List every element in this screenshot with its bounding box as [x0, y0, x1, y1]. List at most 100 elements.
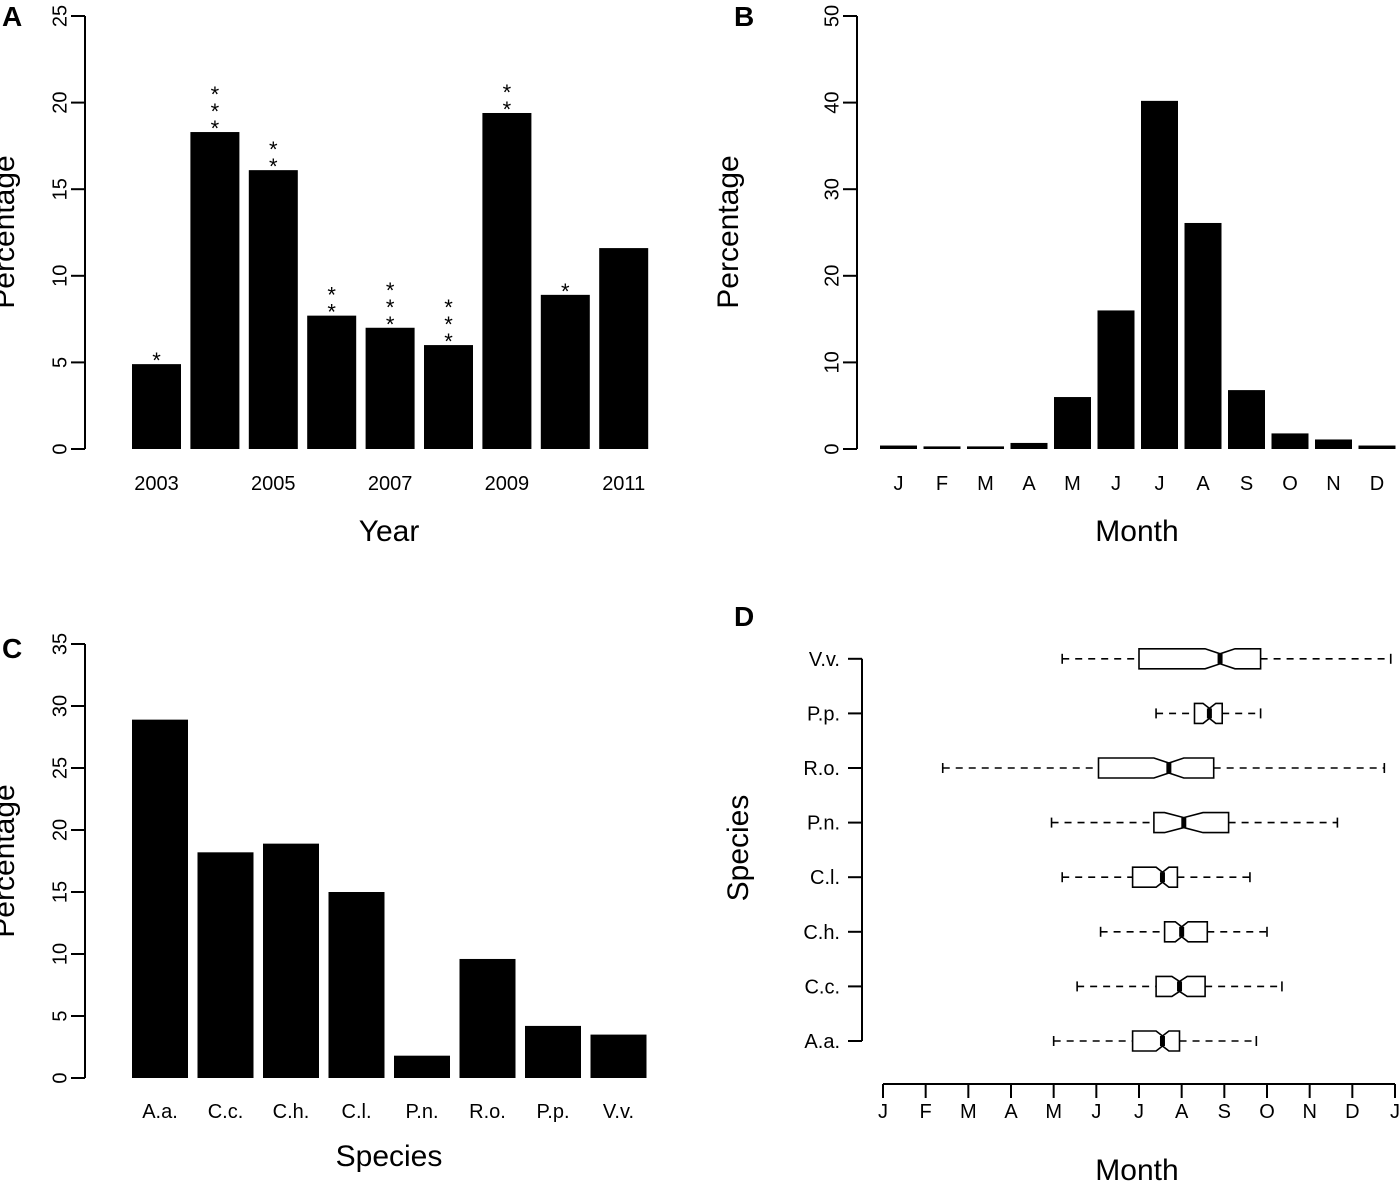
panel-a-y-tick-label: 5 — [49, 357, 71, 368]
panel-b-x-tick-label: J — [894, 473, 904, 495]
panel-b-x-axis-title: Month — [1095, 515, 1178, 548]
panel-a-significance-star: * — [444, 295, 453, 320]
panel-b-x-tick-label: M — [1064, 473, 1081, 495]
panel-d-x-tick-label: A — [1004, 1101, 1018, 1123]
panel-a-significance-star: * — [503, 80, 512, 105]
panel-b-y-tick-label: 20 — [821, 265, 843, 287]
panel-d-box-C.h. — [1163, 920, 1209, 943]
panel-a-significance-star: * — [444, 312, 453, 337]
panel-b-y-tick-label: 50 — [821, 5, 843, 27]
panel-b-month-bar-chart: 0 10 20 30 40 50 J F M A M J J A S O N D Month Percentage — [712, 5, 1396, 548]
panel-a-bar-2008 — [424, 345, 473, 449]
panel-d-x-tick-label: J — [1134, 1101, 1144, 1123]
panel-a-y-axis-title: Percentage — [0, 155, 21, 308]
panel-b-bar-A — [1010, 442, 1048, 449]
panel-b-bar-A — [1184, 222, 1222, 449]
panel-d-species-label: V.v. — [809, 649, 840, 671]
panel-a-significance-star: * — [386, 295, 395, 320]
panel-c-bar-C.h. — [263, 843, 319, 1078]
panel-d-x-axis-title: Month — [1095, 1154, 1178, 1187]
panel-c-x-axis-title: Species — [336, 1140, 443, 1173]
panel-b-bar-J — [1097, 310, 1135, 449]
panel-d-species-label: C.l. — [810, 867, 840, 889]
panel-d-box-V.v. — [1138, 647, 1262, 670]
panel-letter-d: D — [734, 601, 754, 632]
panel-b-x-tick-label: A — [1022, 473, 1036, 495]
panel-letter-a: A — [2, 1, 22, 32]
panel-d-box-C.l. — [1131, 866, 1179, 889]
panel-a-bar-2005 — [248, 170, 298, 449]
panel-c-bar-C.l. — [328, 892, 385, 1078]
panel-a-y-tick-label: 10 — [49, 265, 71, 287]
panel-d-box-R.o. — [1097, 757, 1215, 779]
panel-c-y-tick-label: 30 — [49, 695, 71, 717]
panel-d-box-A.a. — [1131, 1030, 1181, 1052]
panel-c-bar-A.a. — [132, 719, 188, 1078]
panel-a-x-tick-label: 2011 — [602, 473, 645, 495]
panel-b-x-tick-label: N — [1326, 473, 1340, 495]
panel-a-significance-star: * — [269, 137, 278, 162]
panel-c-bar-R.o. — [459, 958, 516, 1078]
panel-c-x-tick-label: R.o. — [469, 1101, 506, 1123]
panel-a-significance-star: * — [211, 82, 220, 107]
panel-b-x-tick-label: D — [1370, 473, 1384, 495]
panel-b-bar-J — [1141, 100, 1178, 450]
panel-c-y-tick-label: 0 — [49, 1072, 71, 1083]
panel-d-x-tick-label: M — [960, 1101, 977, 1123]
panel-c-bar-P.n. — [394, 1055, 450, 1078]
panel-a-significance-star: * — [386, 278, 395, 303]
panel-d-species-label: A.a. — [804, 1031, 840, 1053]
panel-d-x-tick-label: M — [1045, 1101, 1062, 1123]
panel-a-x-axis-title: Year — [359, 515, 420, 548]
panel-a-y-tick-label: 25 — [49, 5, 71, 27]
panel-d-x-tick-label: J — [878, 1101, 888, 1123]
panel-a-x-tick-label: 2009 — [485, 473, 530, 495]
panel-a-y-tick-label: 20 — [49, 91, 71, 113]
panel-b-x-tick-label: O — [1282, 473, 1298, 495]
panel-b-x-tick-label: F — [936, 473, 948, 495]
panel-a-bar-2009 — [482, 112, 532, 449]
panel-c-bar-C.c. — [197, 852, 254, 1078]
panel-d-x-tick-label: J — [1390, 1101, 1400, 1123]
panel-a-y-tick-label: 0 — [49, 443, 71, 454]
panel-a-year-bar-chart: 05101520252003****2005****2007******2009… — [0, 5, 649, 548]
panel-c-x-tick-label: C.l. — [342, 1101, 372, 1123]
panel-d-x-tick-label: D — [1345, 1101, 1359, 1123]
panel-a-significance-star: * — [152, 348, 161, 373]
panel-a-significance-star: * — [386, 312, 395, 337]
panel-a-significance-star: * — [211, 116, 220, 141]
panel-d-x-tick-label: N — [1302, 1101, 1316, 1123]
panel-letter-c: C — [2, 633, 22, 664]
panel-a-bar-2004 — [190, 132, 240, 449]
panel-c-bar-V.v. — [590, 1034, 647, 1078]
panel-letter-b: B — [734, 1, 754, 32]
panel-d-x-tick-label: S — [1218, 1101, 1231, 1123]
panel-a-x-tick-label: 2007 — [368, 473, 413, 495]
panel-a-x-tick-label: 2003 — [134, 473, 179, 495]
panel-d-species-boxplot: A.a. C.c. C.h. C.l. P.n. R.o. P.p. V.v. J F M A M J J A… — [722, 647, 1400, 1187]
panel-c-x-tick-label: V.v. — [603, 1101, 634, 1123]
panel-b-x-tick-label: J — [1111, 473, 1121, 495]
panel-c-x-tick-label: A.a. — [142, 1101, 178, 1123]
panel-a-bar-2003 — [132, 364, 181, 449]
panel-a-x-tick-label: 2005 — [251, 473, 296, 495]
panel-a-bar-2010 — [540, 294, 590, 449]
panel-b-x-tick-label: A — [1196, 473, 1210, 495]
panel-b-bar-J — [880, 445, 917, 449]
panel-b-bar-F — [923, 446, 961, 449]
panel-c-y-tick-label: 20 — [49, 819, 71, 841]
panel-d-x-tick-label: A — [1175, 1101, 1189, 1123]
panel-b-bar-D — [1358, 445, 1396, 449]
panel-b-bar-O — [1271, 433, 1309, 449]
panel-c-x-tick-label: C.h. — [273, 1101, 310, 1123]
panel-b-y-tick-label: 0 — [821, 443, 843, 454]
panel-a-significance-star: * — [503, 97, 512, 122]
panel-c-y-tick-label: 15 — [49, 881, 71, 903]
panel-a-y-tick-label: 15 — [49, 178, 71, 200]
panel-a-significance-star: * — [211, 99, 220, 124]
panel-c-y-tick-label: 10 — [49, 943, 71, 965]
panel-a-bar-2011 — [599, 248, 649, 449]
panel-d-x-tick-label: O — [1259, 1101, 1275, 1123]
panel-b-y-tick-label: 40 — [821, 91, 843, 113]
panel-d-species-label: R.o. — [803, 758, 840, 780]
